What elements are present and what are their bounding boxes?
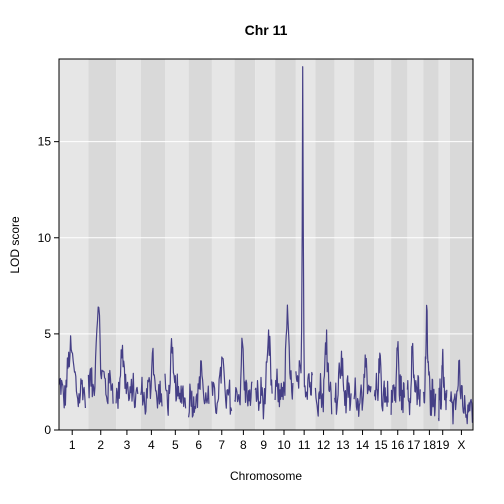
- chromosome-band-14: [354, 59, 374, 430]
- x-tick-label-18: 18: [423, 438, 437, 452]
- x-tick-label-4: 4: [148, 438, 155, 452]
- y-tick-label-15: 15: [38, 135, 52, 149]
- chromosome-band-10: [275, 59, 296, 430]
- x-tick-label-13: 13: [336, 438, 350, 452]
- lod-trace-chr-18: [422, 304, 437, 417]
- lod-trace-chr-5: [164, 338, 187, 416]
- lod-trace-chr-X: [449, 359, 474, 425]
- y-tick-label-5: 5: [44, 327, 51, 341]
- x-tick-label-2: 2: [97, 438, 104, 452]
- chromosome-band-12: [315, 59, 335, 430]
- chromosome-band-16: [391, 59, 408, 430]
- x-tick-label-8: 8: [240, 438, 247, 452]
- x-tick-label-3: 3: [124, 438, 131, 452]
- x-tick-label-10: 10: [277, 438, 291, 452]
- x-tick-label-7: 7: [218, 438, 225, 452]
- lod-trace-chr-2: [87, 306, 114, 405]
- lod-trace-chr-3: [115, 344, 139, 409]
- chromosome-band-4: [140, 59, 166, 430]
- chromosome-band-5: [165, 59, 189, 430]
- chromosome-band-13: [334, 59, 355, 430]
- lod-trace-chr-16: [390, 341, 405, 415]
- y-tick-label-0: 0: [44, 423, 51, 437]
- lod-trace-chr-4: [140, 347, 163, 415]
- lod-traces: [58, 66, 474, 425]
- y-tick-label-10: 10: [38, 231, 52, 245]
- x-tick-label-19: 19: [436, 438, 450, 452]
- x-tick-label-16: 16: [391, 438, 405, 452]
- lod-trace-chr-1: [58, 335, 86, 409]
- lod-trace-chr-17: [406, 342, 421, 416]
- chromosome-band-6: [188, 59, 212, 430]
- chromosome-band-19: [438, 59, 450, 430]
- x-tick-label-11: 11: [298, 438, 311, 452]
- horizontal-gridlines: [59, 141, 473, 335]
- x-tick-label-12: 12: [317, 438, 331, 452]
- lod-trace-chr-13: [334, 350, 352, 415]
- chromosome-band-7: [211, 59, 235, 430]
- chromosome-bands: [59, 59, 473, 430]
- lod-trace-chr-19: [438, 348, 448, 422]
- x-tick-label-17: 17: [407, 438, 421, 452]
- lod-trace-chr-14: [353, 354, 372, 417]
- x-tick-label-9: 9: [260, 438, 267, 452]
- chart-title: Chr 11: [245, 22, 288, 38]
- chromosome-band-1: [59, 59, 89, 430]
- x-axis: 1 2 3 4 5 6 7 8 9 10 11 12 13 14 15 16 17 18 19 X: [69, 430, 465, 452]
- lod-trace-chr-7: [211, 356, 233, 415]
- chromosome-band-2: [88, 59, 117, 430]
- chromosome-band-17: [407, 59, 424, 430]
- x-tick-label-1: 1: [69, 438, 76, 452]
- plot-frame: [58, 58, 474, 431]
- lod-trace-chr-11: [295, 66, 313, 400]
- chromosome-band-8: [234, 59, 256, 430]
- x-tick-label-5: 5: [172, 438, 179, 452]
- lod-trace-chr-6: [188, 360, 210, 418]
- lod-trace-chr-9: [254, 329, 273, 420]
- y-axis-label: LOD score: [8, 216, 22, 274]
- lod-trace-chr-10: [274, 304, 294, 408]
- lod-trace-chr-8: [234, 337, 253, 407]
- chromosome-band-X: [449, 59, 473, 430]
- y-axis: 0 5 10 15: [38, 135, 59, 437]
- chromosome-band-15: [374, 59, 392, 430]
- chromosome-band-11: [295, 59, 316, 430]
- x-tick-label-X: X: [457, 438, 465, 452]
- lod-trace-chr-15: [373, 352, 389, 412]
- x-axis-label: Chromosome: [230, 469, 302, 483]
- x-tick-label-6: 6: [195, 438, 202, 452]
- x-tick-label-14: 14: [356, 438, 370, 452]
- lod-trace-chr-12: [314, 329, 333, 417]
- chromosome-band-3: [116, 59, 141, 430]
- chromosome-band-9: [255, 59, 276, 430]
- x-tick-label-15: 15: [374, 438, 388, 452]
